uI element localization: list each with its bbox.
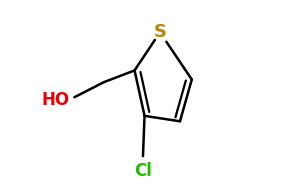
Text: S: S xyxy=(154,23,166,41)
Text: Cl: Cl xyxy=(134,162,152,180)
Text: HO: HO xyxy=(42,91,70,108)
